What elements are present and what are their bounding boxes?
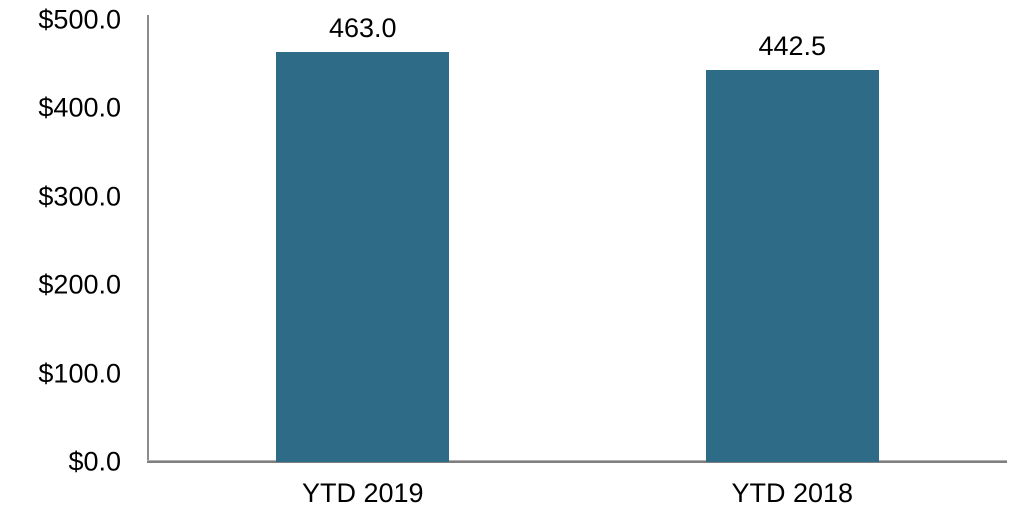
bar-data-label: 463.0 (328, 13, 397, 44)
y-axis-tick-label: $100.0 (38, 358, 121, 388)
y-axis-tick-label: $200.0 (38, 269, 121, 300)
bar-ytd-2019 (276, 52, 450, 462)
x-axis-line (147, 460, 1007, 463)
bar-data-label: 442.5 (758, 31, 827, 62)
y-axis-tick-label: $500.0 (38, 4, 121, 34)
y-axis-tick-label: $0.0 (68, 446, 121, 477)
y-axis-tick-label: $300.0 (38, 181, 121, 211)
x-axis-category-label: YTD 2018 (731, 478, 854, 508)
x-axis-category-label: YTD 2019 (301, 478, 424, 508)
bar-ytd-2018 (705, 70, 879, 462)
y-axis-line (147, 15, 149, 462)
y-axis-tick-label: $400.0 (38, 92, 121, 123)
